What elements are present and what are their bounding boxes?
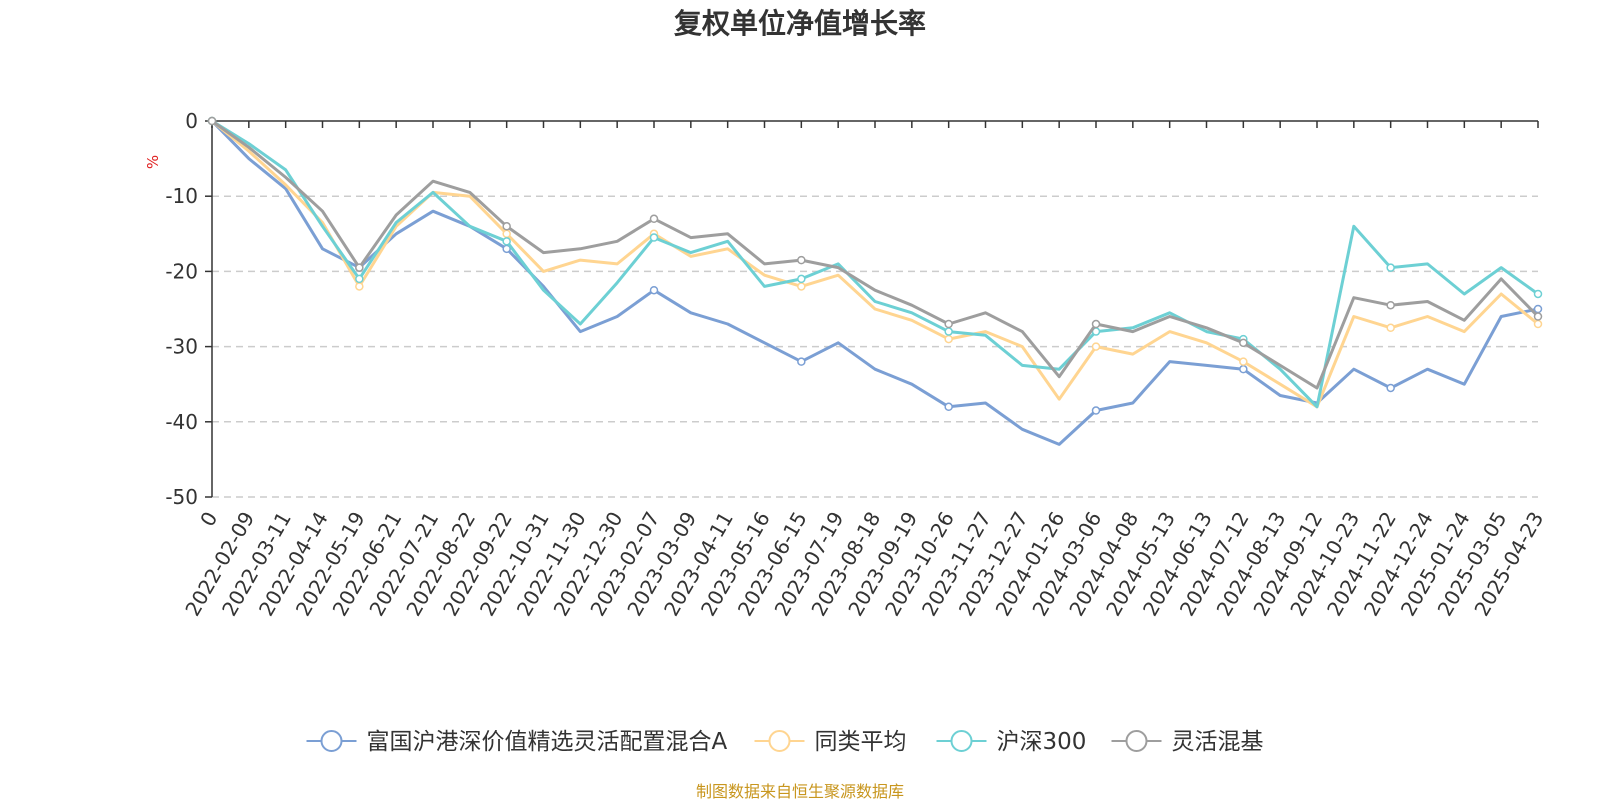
- series-line: [211, 119, 1539, 409]
- y-tick-label: -50: [165, 485, 198, 509]
- data-point: [355, 282, 364, 291]
- data-point: [502, 237, 511, 246]
- series-line: [210, 119, 1539, 446]
- legend-item-0: 富国沪港深价值精选灵活配置混合A: [306, 729, 728, 755]
- y-axis-unit-label: %: [144, 155, 162, 169]
- series-line: [211, 119, 1539, 409]
- y-tick-label: -20: [165, 259, 198, 283]
- legend-item-1: 同类平均: [754, 729, 907, 755]
- chart-title: 复权单位净值增长率: [673, 7, 926, 40]
- data-point: [1386, 300, 1395, 310]
- y-tick-label: 0: [185, 109, 198, 133]
- data-point: [502, 222, 511, 231]
- legend: 富国沪港深价值精选灵活配置混合A 同类平均 沪深300 灵活混基: [306, 729, 1264, 755]
- series-2: [207, 116, 1543, 409]
- data-point: [1239, 338, 1248, 348]
- data-point: [944, 402, 953, 412]
- data-point: [944, 334, 953, 344]
- grid-lines: [212, 195, 1538, 498]
- series-1: [207, 116, 1543, 409]
- legend-label: 沪深300: [997, 729, 1087, 755]
- data-point: [1386, 323, 1395, 333]
- data-point: [649, 285, 659, 295]
- data-point: [1239, 364, 1248, 374]
- legend-label: 同类平均: [815, 729, 907, 755]
- data-point: [649, 214, 659, 224]
- legend-swatch-marker: [320, 730, 343, 752]
- axes: 0-10-20-30-40-50%02022-02-092022-03-1120…: [144, 109, 1548, 620]
- data-point: [797, 274, 806, 284]
- x-tick-label: 0: [195, 508, 222, 531]
- y-tick-label: -10: [165, 184, 198, 208]
- data-point: [1386, 263, 1395, 272]
- data-point: [944, 319, 953, 329]
- data-point: [797, 282, 806, 291]
- legend-item-3: 灵活混基: [1111, 729, 1264, 755]
- data-point: [1533, 319, 1543, 329]
- legend-swatch-marker: [1125, 730, 1148, 752]
- legend-swatch-marker: [768, 730, 791, 752]
- data-point: [1533, 304, 1543, 314]
- legend-item-2: 沪深300: [936, 729, 1087, 755]
- series-lines: [207, 116, 1543, 446]
- data-point: [1386, 383, 1395, 393]
- data-point: [355, 274, 364, 284]
- data-point: [797, 357, 806, 366]
- y-tick-label: -30: [165, 335, 198, 359]
- data-point: [1091, 319, 1101, 329]
- data-point: [1533, 312, 1543, 321]
- data-point: [797, 255, 806, 265]
- data-point: [355, 263, 364, 272]
- data-point: [502, 229, 511, 239]
- series-line: [211, 119, 1540, 390]
- data-point: [1091, 406, 1101, 415]
- data-point: [1533, 289, 1543, 299]
- data-point: [944, 327, 953, 336]
- data-point: [1091, 342, 1101, 351]
- y-tick-label: -40: [165, 410, 198, 434]
- data-point: [207, 116, 217, 126]
- data-point: [1239, 357, 1248, 366]
- data-point: [649, 233, 659, 242]
- series-3: [207, 116, 1543, 390]
- source-note: 制图数据来自恒生聚源数据库: [695, 782, 904, 801]
- legend-swatch-marker: [950, 730, 973, 752]
- legend-label: 灵活混基: [1172, 729, 1264, 755]
- legend-label: 富国沪港深价值精选灵活配置混合A: [367, 729, 728, 755]
